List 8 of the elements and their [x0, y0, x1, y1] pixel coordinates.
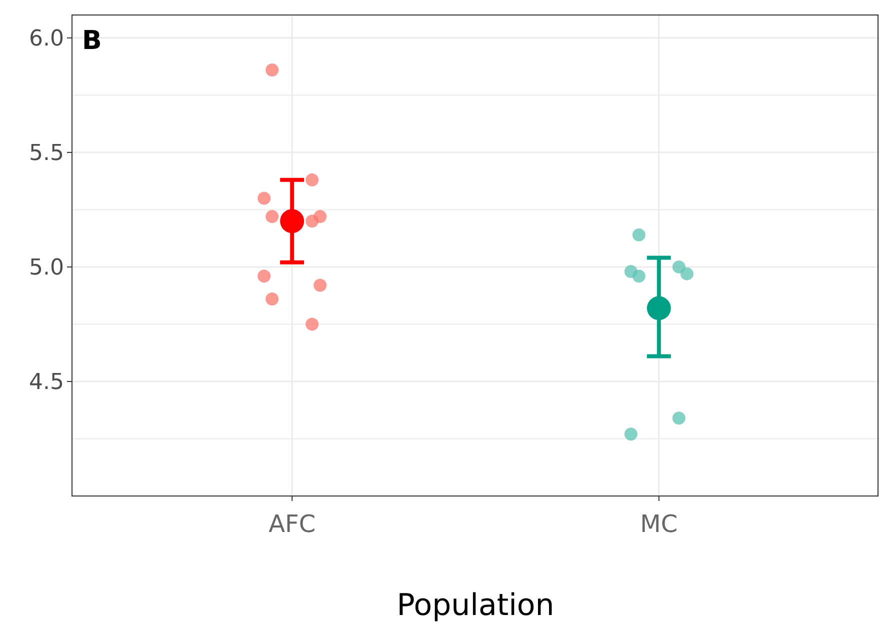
y-tick-label: 6.0: [29, 26, 64, 52]
y-tick-label: 5.0: [29, 256, 64, 281]
x-axis-title: Population: [396, 588, 554, 623]
y-tick-label: 5.5: [29, 141, 64, 166]
y-tick-label: 4.5: [29, 370, 64, 396]
x-tick-label: MC: [640, 510, 678, 538]
x-tick-label: AFC: [268, 510, 316, 538]
annotation: B: [82, 26, 102, 56]
